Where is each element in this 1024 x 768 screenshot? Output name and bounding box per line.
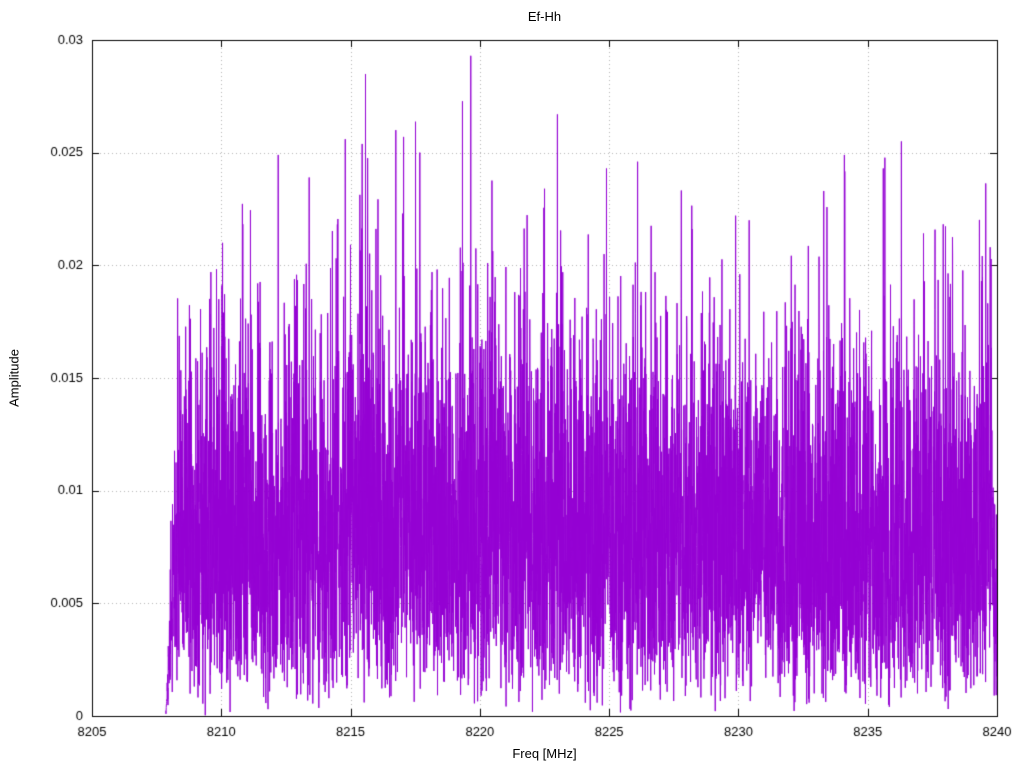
x-axis-label: Freq [MHz] — [512, 746, 577, 761]
chart-title: Ef-Hh — [527, 9, 562, 24]
y-axis-label: Amplitude — [6, 349, 22, 407]
